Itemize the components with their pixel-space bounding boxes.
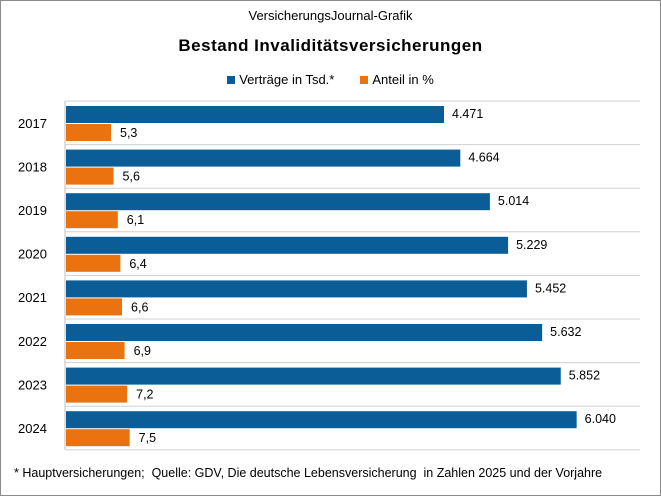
bar-anteil-2023: [66, 385, 128, 403]
chart-legend: Verträge in Tsd.* Anteil in %: [0, 72, 661, 87]
chart-title: Bestand Invaliditätsversicherungen: [178, 36, 483, 55]
bar-anteil-2018: [66, 167, 114, 185]
data-label-vertraege-2023: 5.852: [569, 369, 600, 383]
category-label-2021: 2021: [18, 290, 47, 305]
bar-vertraege-2022: [66, 324, 543, 341]
category-label-2024: 2024: [18, 421, 47, 436]
bar-anteil-2020: [66, 254, 121, 272]
category-label-2022: 2022: [18, 334, 47, 349]
data-label-vertraege-2024: 6.040: [585, 412, 616, 426]
bar-vertraege-2019: [66, 193, 490, 211]
legend-label-anteil: Anteil in %: [372, 72, 434, 87]
bar-anteil-2019: [66, 211, 118, 229]
legend-label-vertraege: Verträge in Tsd.*: [239, 72, 335, 87]
data-label-anteil-2024: 7,5: [139, 431, 156, 445]
data-label-anteil-2023: 7,2: [136, 388, 153, 402]
legend-swatch-vertraege: [227, 75, 236, 84]
data-label-anteil-2020: 6,4: [129, 257, 146, 271]
bar-vertraege-2023: [66, 367, 561, 385]
category-label-2017: 2017: [18, 116, 47, 131]
bar-vertraege-2020: [66, 236, 509, 254]
bar-anteil-2021: [66, 298, 123, 316]
data-label-vertraege-2017: 4.471: [452, 107, 483, 121]
bar-anteil-2024: [66, 429, 130, 447]
footnote: * Hauptversicherungen; Quelle: GDV, Die …: [14, 466, 603, 480]
bar-anteil-2022: [66, 342, 125, 359]
legend-item-anteil: Anteil in %: [360, 72, 434, 87]
data-label-anteil-2018: 5,6: [123, 170, 140, 184]
data-label-vertraege-2019: 5.014: [498, 194, 529, 208]
bar-vertraege-2018: [66, 149, 461, 167]
data-label-vertraege-2021: 5.452: [535, 281, 566, 295]
category-label-2019: 2019: [18, 203, 47, 218]
data-label-vertraege-2020: 5.229: [516, 238, 547, 252]
bar-vertraege-2024: [66, 411, 577, 429]
data-label-anteil-2019: 6,1: [127, 213, 144, 227]
source-label: VersicherungsJournal-Grafik: [248, 8, 413, 23]
data-label-anteil-2021: 6,6: [131, 300, 148, 314]
category-label-2023: 2023: [18, 377, 47, 392]
bar-vertraege-2021: [66, 280, 527, 298]
data-label-vertraege-2022: 5.632: [550, 325, 581, 339]
category-label-2020: 2020: [18, 247, 47, 262]
data-label-anteil-2017: 5,3: [120, 126, 137, 140]
category-label-2018: 2018: [18, 159, 47, 174]
data-label-vertraege-2018: 4.664: [468, 151, 499, 165]
bar-anteil-2017: [66, 124, 111, 141]
bar-vertraege-2017: [66, 106, 444, 123]
legend-item-vertraege: Verträge in Tsd.*: [227, 72, 334, 87]
legend-swatch-anteil: [360, 75, 369, 84]
data-label-anteil-2022: 6,9: [134, 344, 151, 358]
